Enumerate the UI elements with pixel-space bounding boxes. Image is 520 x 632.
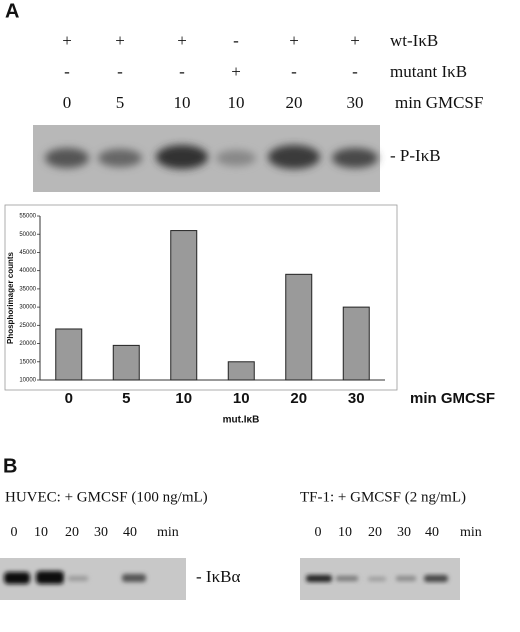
bar [170,230,198,381]
blot-bands [4,571,146,584]
y-tick-label: 30000 [19,305,36,311]
lane-mark: 30 [347,93,364,112]
x-tick-label: 0 [65,390,73,407]
x-axis-title: min GMCSF [410,390,495,407]
lane-mark: + [115,31,125,50]
time-label: 10 [338,525,352,540]
x-tick-label: 5 [122,390,130,407]
lane-mark: - [233,31,239,50]
lane-mark: + [177,31,187,50]
panel-title: TF-1: + GMCSF (2 ng/mL) [300,489,466,505]
y-tick-label: 20000 [19,341,36,347]
blot-label: - IκBα [196,567,240,586]
unit-label: min [460,525,482,540]
lane-mark: - [291,62,297,81]
lane-mark: + [62,31,72,50]
x-tick-label: 10 [233,390,250,407]
unit-label: min [157,525,179,540]
lane-mark: + [289,31,299,50]
panel-letter: B [3,455,17,477]
bar [227,361,255,381]
x-tick-label: 30 [348,390,365,407]
time-label: 10 [34,525,48,540]
lane-mark: 20 [286,93,303,112]
annotation: mut.IκB [223,415,260,426]
bar [342,306,370,381]
blot-bands [306,575,448,582]
row-label: min GMCSF [395,93,483,112]
time-label: 0 [11,525,18,540]
lane-mark: 0 [63,93,72,112]
time-label: 30 [94,525,108,540]
y-tick-label: 15000 [19,359,36,365]
time-label: 40 [425,525,439,540]
blot [0,558,186,600]
x-tick-label: 20 [290,390,307,407]
row-label: wt-IκB [390,31,438,50]
panel-letter: A [5,0,19,22]
lane-mark: 5 [116,93,125,112]
bar [285,273,313,381]
y-axis-title: Phosphorimager counts [6,251,15,344]
blot-bands [45,145,378,169]
lane-mark: 10 [228,93,245,112]
y-tick-label: 55000 [19,214,36,220]
lane-mark: + [350,31,360,50]
y-tick-label: 10000 [19,378,36,384]
y-tick-label: 25000 [19,323,36,329]
lane-mark: - [352,62,358,81]
blot-label: - P-IκB [390,146,441,165]
x-tick-label: 10 [175,390,192,407]
bar [112,344,140,381]
time-label: 30 [397,525,411,540]
time-label: 40 [123,525,137,540]
y-tick-label: 40000 [19,268,36,274]
row-label: mutant IκB [390,62,467,81]
bar [55,328,83,381]
panel-title: HUVEC: + GMCSF (100 ng/mL) [5,489,208,505]
y-tick-label: 45000 [19,250,36,256]
y-tick-label: 35000 [19,286,36,292]
lane-mark: - [64,62,70,81]
chart-frame [4,204,398,391]
y-tick-label: 50000 [19,232,36,238]
lane-mark: - [117,62,123,81]
lane-mark: - [179,62,185,81]
time-label: 20 [368,525,382,540]
lane-mark: + [231,62,241,81]
time-label: 20 [65,525,79,540]
lane-mark: 10 [174,93,191,112]
time-label: 0 [315,525,322,540]
